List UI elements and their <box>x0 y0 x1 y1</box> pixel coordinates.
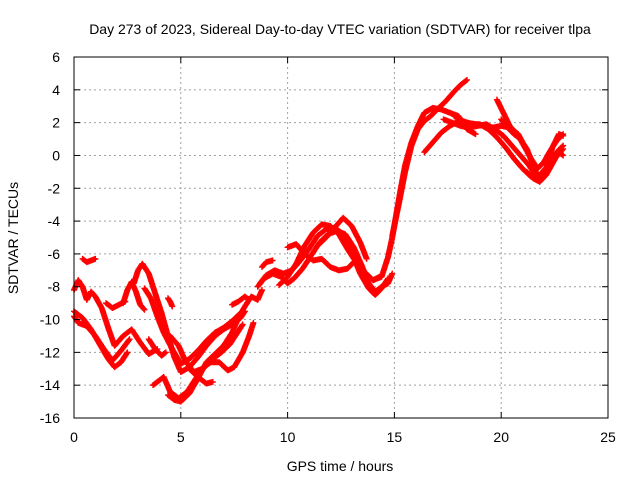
x-tick-label: 15 <box>387 429 403 445</box>
y-tick-label: -16 <box>40 410 60 426</box>
y-tick-label: -10 <box>40 312 60 328</box>
data-series <box>258 257 276 271</box>
data-point <box>125 337 132 344</box>
x-tick-label: 25 <box>600 429 616 445</box>
y-tick-label: -12 <box>40 344 60 360</box>
data-point <box>161 350 168 357</box>
data-series <box>141 285 244 367</box>
y-tick-label: -2 <box>48 180 61 196</box>
data-point <box>472 131 479 138</box>
data-point <box>239 322 246 329</box>
data-point <box>269 257 276 264</box>
data-point <box>92 255 99 262</box>
data-point <box>169 303 176 310</box>
data-point <box>363 255 370 262</box>
data-point <box>239 321 246 328</box>
data-series <box>164 287 265 405</box>
data-point <box>126 336 133 343</box>
data-point <box>560 132 567 139</box>
data-point <box>349 260 356 267</box>
y-tick-label: 0 <box>52 147 60 163</box>
data-point <box>141 306 148 313</box>
data-point <box>350 259 357 266</box>
axis-ticks: 0 5 10 15 20 25 -16 -14 -12 -10 -8 -6 -4 -2 0 2 4 6 <box>40 49 616 445</box>
x-tick-label: 5 <box>177 429 185 445</box>
grid-layer <box>74 57 608 418</box>
x-axis-label: GPS time / hours <box>287 458 394 474</box>
data-series <box>229 293 253 308</box>
data-point <box>560 152 567 159</box>
x-tick-label: 0 <box>70 429 78 445</box>
data-series <box>389 76 471 239</box>
data-point <box>464 76 471 83</box>
y-axis-label: SDTVAR / TECUs <box>5 182 21 294</box>
data-point <box>140 305 147 312</box>
data-point <box>162 349 169 356</box>
data-point <box>559 151 566 158</box>
data-point <box>389 270 396 277</box>
data-point <box>245 296 252 303</box>
y-tick-label: 6 <box>52 49 60 65</box>
data-series <box>71 277 161 358</box>
chart-title: Day 273 of 2023, Sidereal Day-to-day VTE… <box>89 21 591 37</box>
data-point <box>250 319 257 326</box>
y-tick-label: 2 <box>52 115 60 131</box>
data-point <box>123 350 130 357</box>
data-point <box>559 143 566 150</box>
data-point <box>258 287 265 294</box>
data-series <box>498 116 567 185</box>
data-point <box>384 275 391 282</box>
data-series <box>523 131 567 185</box>
data-series <box>167 319 257 376</box>
data-series <box>145 336 169 359</box>
x-tick-label: 20 <box>493 429 509 445</box>
plot-frame <box>73 56 609 419</box>
data-series <box>79 255 99 266</box>
data-series <box>284 241 357 274</box>
data-point <box>560 142 567 149</box>
data-series <box>186 365 216 387</box>
y-tick-label: -14 <box>40 377 60 393</box>
data-point <box>246 296 253 303</box>
data-series <box>370 104 479 284</box>
data-point <box>384 276 391 283</box>
y-tick-label: -4 <box>48 213 61 229</box>
x-tick-label: 10 <box>280 429 296 445</box>
y-tick-label: 4 <box>52 82 60 98</box>
data-point <box>209 378 216 385</box>
data-series <box>314 214 370 262</box>
y-tick-label: -6 <box>48 246 61 262</box>
data-series <box>164 295 176 310</box>
y-tick-label: -8 <box>48 279 61 295</box>
data-point <box>462 77 469 84</box>
data-marks <box>71 76 567 405</box>
data-point <box>124 349 131 356</box>
data-series <box>71 313 133 364</box>
data-series <box>120 278 148 313</box>
